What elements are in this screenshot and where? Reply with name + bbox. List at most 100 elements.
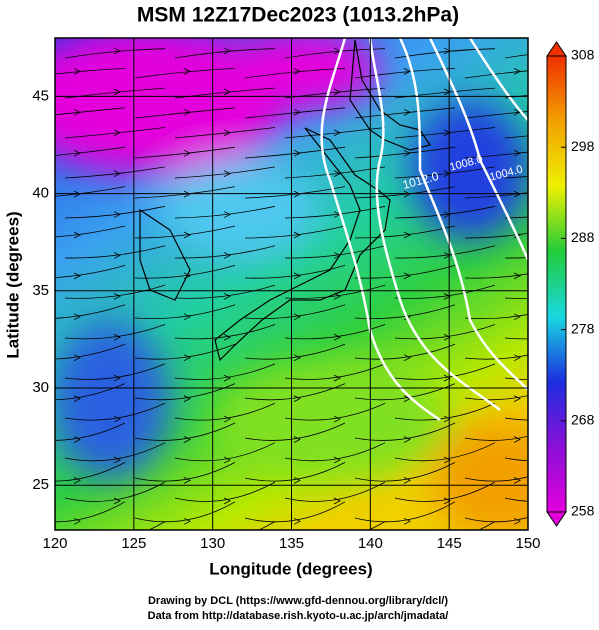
streamline-arrow: [403, 436, 411, 443]
streamline: [394, 205, 496, 219]
streamline-arrow: [293, 395, 301, 402]
x-tick-label: 145: [437, 535, 462, 552]
streamline-arrow: [73, 517, 81, 525]
streamline-arrow: [183, 313, 191, 321]
streamline-arrow: [113, 170, 121, 178]
streamline: [464, 354, 528, 360]
streamline-arrow: [183, 190, 191, 198]
streamline: [354, 462, 456, 482]
x-tick-label: 140: [358, 535, 383, 552]
streamline-arrow: [113, 88, 121, 96]
streamline: [257, 521, 276, 530]
streamline: [354, 146, 456, 159]
streamline: [284, 402, 386, 421]
colorbar-tick-label: 268: [571, 412, 595, 428]
streamline-arrow: [403, 477, 411, 484]
streamline: [147, 521, 166, 530]
streamline: [464, 151, 528, 159]
streamline: [55, 107, 126, 116]
streamline: [465, 38, 468, 39]
streamline-arrow: [183, 149, 191, 157]
streamline-arrow: [333, 129, 341, 137]
streamline-arrow: [513, 395, 521, 402]
streamline: [504, 297, 528, 299]
streamline-arrow: [294, 28, 300, 34]
streamline-arrow: [223, 170, 231, 178]
streamline-arrow: [183, 272, 191, 280]
coastline: [139, 208, 191, 301]
streamline-arrow: [513, 436, 521, 443]
streamline-arrow: [403, 108, 411, 116]
streamline-arrow: [293, 108, 301, 116]
streamline: [394, 284, 496, 299]
streamline: [354, 343, 456, 360]
streamline-arrow: [293, 68, 301, 75]
streamline-arrow: [293, 231, 301, 239]
streamline-arrow: [333, 456, 341, 464]
streamline: [394, 127, 496, 139]
streamline: [174, 402, 276, 421]
streamline: [64, 442, 166, 462]
y-axis-label: Latitude (degrees): [3, 211, 22, 358]
streamline-arrow: [513, 272, 521, 280]
streamline: [284, 127, 386, 139]
streamline: [504, 257, 528, 259]
streamline: [464, 111, 528, 119]
streamline: [134, 304, 236, 320]
streamline-arrow: [183, 231, 191, 239]
x-tick-label: 125: [121, 535, 146, 552]
streamline-arrow: [73, 354, 81, 362]
streamline-arrow: [73, 477, 81, 484]
y-tick-label: 30: [32, 379, 49, 396]
streamline: [64, 402, 166, 421]
streamline: [64, 127, 166, 139]
coastline: [214, 127, 391, 362]
streamline-arrow: [333, 415, 341, 423]
streamline-arrow: [443, 415, 451, 423]
colorbar-tick-label: 288: [571, 229, 595, 245]
streamline-arrow: [74, 28, 80, 34]
streamline-arrow: [293, 436, 301, 443]
streamline: [477, 521, 496, 530]
streamline-arrow: [513, 477, 521, 484]
streamline-arrow: [334, 539, 340, 545]
streamline-arrow: [513, 313, 521, 321]
y-tick-label: 45: [32, 87, 49, 104]
streamline: [464, 435, 528, 441]
streamline-arrow: [183, 108, 191, 116]
streamline: [134, 422, 236, 441]
streamline: [504, 337, 528, 340]
streamline: [464, 70, 528, 79]
streamline: [64, 205, 166, 219]
streamline-arrow: [113, 47, 121, 55]
streamline: [174, 363, 276, 380]
streamline-arrow: [513, 517, 521, 525]
streamline: [134, 501, 236, 523]
streamline-arrow: [333, 333, 341, 341]
streamline: [134, 68, 236, 79]
streamline-arrow: [73, 272, 81, 280]
streamline: [55, 265, 126, 278]
streamline: [394, 442, 496, 462]
streamline: [244, 265, 346, 279]
streamline-arrow: [183, 436, 191, 443]
streamline-arrow: [73, 395, 81, 402]
streamline-arrow: [333, 170, 341, 178]
colorbar-tick-label: 278: [571, 320, 595, 336]
streamline: [284, 442, 386, 462]
streamline-arrow: [113, 456, 121, 464]
streamline-arrow: [293, 354, 301, 362]
isobars: [320, 38, 528, 422]
streamline: [135, 38, 138, 39]
colorbar-tick-label: 308: [571, 47, 595, 63]
streamline: [284, 166, 386, 179]
streamline-arrow: [333, 374, 341, 382]
streamline: [354, 265, 456, 279]
streamline-arrow: [183, 395, 191, 402]
streamline: [134, 462, 236, 482]
streamline-arrow: [333, 292, 341, 300]
colorbar-extend-bottom: [546, 511, 567, 527]
streamline-arrow: [113, 252, 121, 259]
streamline-arrow: [223, 415, 231, 423]
